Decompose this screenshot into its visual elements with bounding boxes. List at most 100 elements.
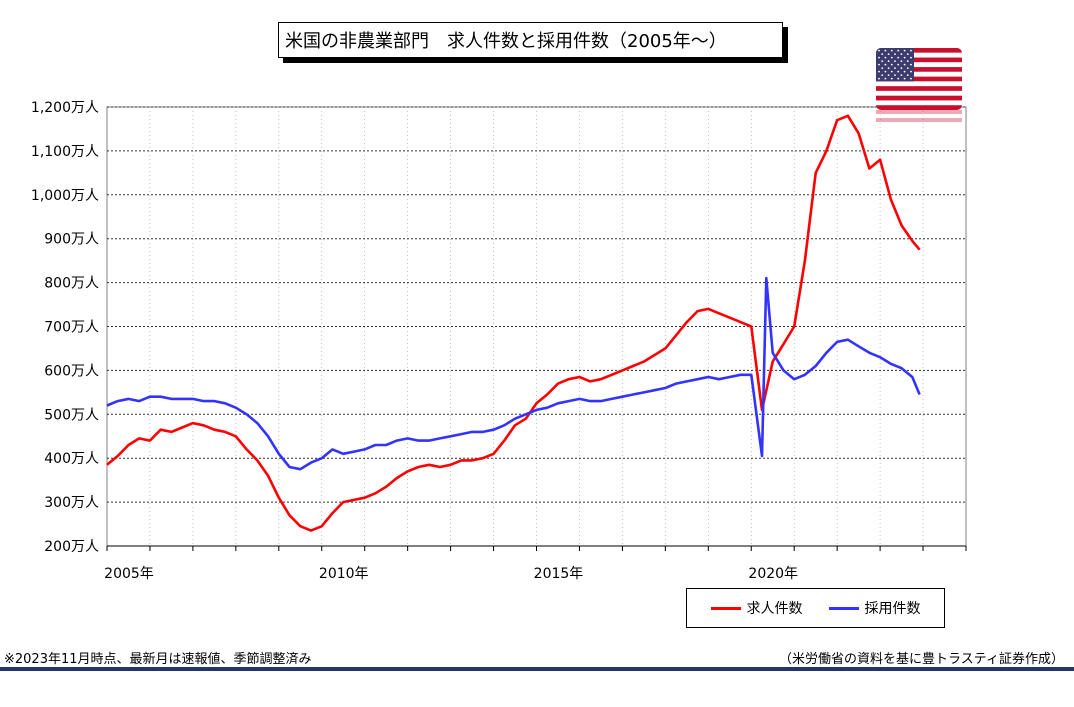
flag-star <box>910 70 912 73</box>
legend-swatch-hires <box>828 606 859 610</box>
legend-swatch-job-openings <box>710 606 741 610</box>
flag-star <box>900 60 903 62</box>
flag-star <box>910 49 912 52</box>
flag-star <box>906 74 909 76</box>
flag-star <box>881 53 884 55</box>
flag-reflect-stripe <box>876 110 962 114</box>
flag-stripe <box>876 105 962 110</box>
flag-star <box>887 74 890 76</box>
x-tick-label: 2015年 <box>534 566 584 582</box>
flag-star <box>878 77 880 80</box>
flag-star <box>890 77 893 80</box>
flag-star <box>903 63 906 66</box>
flag-star <box>906 60 909 62</box>
x-tick-label: 2010年 <box>319 566 369 582</box>
flag-star <box>881 60 884 62</box>
flag-stripe <box>876 71 962 77</box>
flag-star <box>881 74 884 76</box>
flag-star <box>890 56 893 59</box>
flag-star <box>878 49 880 52</box>
flag-star <box>906 67 909 69</box>
flag-star <box>881 67 884 69</box>
y-tick-label: 500万人 <box>44 407 99 423</box>
flag-star <box>910 63 912 66</box>
flag-star <box>900 53 903 55</box>
flag-star <box>897 77 900 80</box>
flag-stripe <box>876 48 962 53</box>
flag-stripe <box>876 90 962 96</box>
flag-star <box>887 53 890 55</box>
y-tick-label: 400万人 <box>44 451 99 467</box>
y-tick-label: 1,100万人 <box>31 144 99 160</box>
flag-stripe <box>876 95 962 101</box>
y-tick-label: 700万人 <box>44 320 99 336</box>
source-note: （米労働省の資料を基に豊トラスティ証券作成） <box>779 652 1064 667</box>
flag-star <box>894 67 896 69</box>
flag-stripe <box>876 67 962 72</box>
y-tick-label: 300万人 <box>44 495 99 511</box>
flag-star <box>878 56 880 59</box>
y-tick-label: 1,200万人 <box>31 100 99 116</box>
series-lines <box>106 114 921 532</box>
flag-star <box>903 77 906 80</box>
flag-star <box>887 67 890 69</box>
legend-label-hires: 採用件数 <box>864 601 921 617</box>
flag-star <box>910 56 912 59</box>
flag-star <box>903 70 906 73</box>
flag-star <box>890 63 893 66</box>
flag-star <box>894 53 896 55</box>
flag-star <box>900 74 903 76</box>
legend-item-job-openings: 求人件数 <box>710 598 803 618</box>
legend: 求人件数 採用件数 <box>686 588 945 628</box>
flag-stripe <box>876 62 962 68</box>
axes: 200万人 300万人 400万人 500万人 600万人 700万人 800万人 900万人… <box>31 100 967 582</box>
flag-stripe <box>876 76 962 82</box>
flag-star <box>894 74 896 76</box>
flag-stripe <box>876 81 962 87</box>
series-line-hires <box>106 276 921 471</box>
legend-label-job-openings: 求人件数 <box>746 601 803 617</box>
gridlines <box>106 106 967 547</box>
flag-star <box>884 70 887 73</box>
y-tick-label: 1,000万人 <box>31 188 99 204</box>
x-tick-label: 2020年 <box>748 566 798 582</box>
flag-star <box>910 77 912 80</box>
flag-star <box>900 67 903 69</box>
flag-star <box>884 63 887 66</box>
flag-star <box>884 56 887 59</box>
flag-star <box>890 70 893 73</box>
flag-star <box>894 60 896 62</box>
us-flag-icon <box>876 48 962 110</box>
x-tick-label: 2005年 <box>104 566 154 582</box>
legend-item-hires: 採用件数 <box>828 598 921 618</box>
flag-star <box>897 56 900 59</box>
chart-title: 米国の非農業部門 求人件数と採用件数（2005年～） <box>278 22 783 58</box>
flag-star <box>878 70 880 73</box>
flag-star <box>906 53 909 55</box>
flag-reflection <box>876 110 962 126</box>
flag-star <box>884 77 887 80</box>
flag-reflect-stripe <box>876 118 962 122</box>
flag-reflect-stripe <box>876 114 962 118</box>
flag-canton <box>876 48 914 82</box>
flag-star <box>887 60 890 62</box>
y-tick-label: 900万人 <box>44 232 99 248</box>
flag-star <box>897 70 900 73</box>
flag-star <box>903 49 906 52</box>
flag-star <box>878 63 880 66</box>
flag-star <box>897 49 900 52</box>
flag-reflect-stripe <box>876 122 962 126</box>
y-tick-label: 200万人 <box>44 539 99 555</box>
flag-stripe <box>876 86 962 91</box>
flag-star <box>903 56 906 59</box>
y-tick-label: 600万人 <box>44 363 99 379</box>
flag-star <box>884 49 887 52</box>
flag-star <box>890 49 893 52</box>
flag-stripe <box>876 100 962 106</box>
flag-stripe <box>876 57 962 63</box>
flag-stripe <box>876 52 962 58</box>
y-tick-label: 800万人 <box>44 276 99 292</box>
flag-star <box>897 63 900 66</box>
series-line-job-openings <box>106 114 921 532</box>
